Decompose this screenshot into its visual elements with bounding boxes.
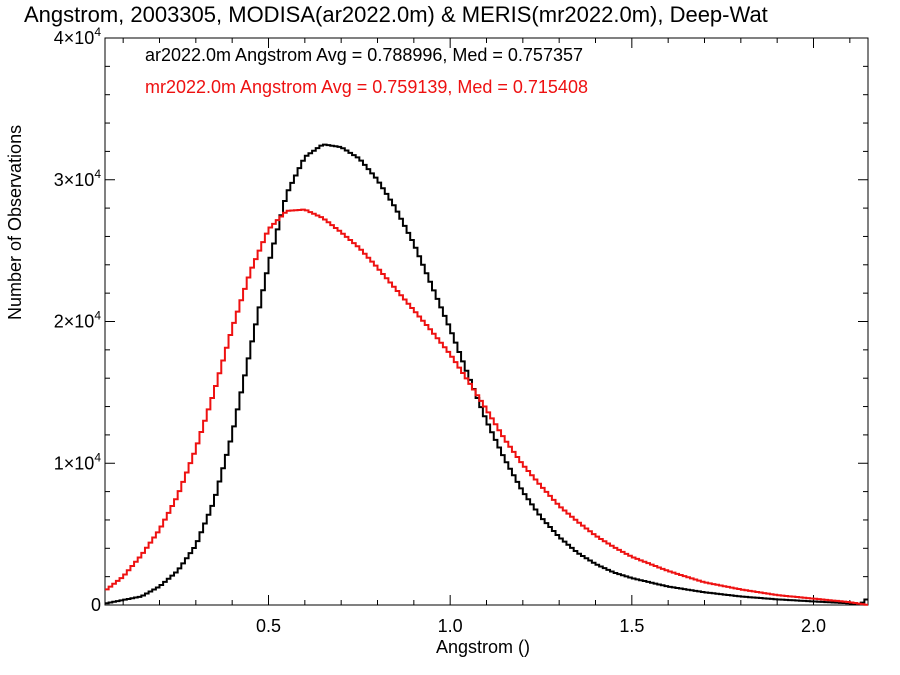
y-tick-label: 1×104	[54, 450, 102, 473]
y-tick-label: 0	[91, 595, 101, 615]
x-tick-label: 0.5	[256, 616, 281, 636]
y-tick-label: 4×104	[54, 25, 102, 48]
x-tick-label: 1.5	[619, 616, 644, 636]
series-line-1	[105, 143, 868, 606]
x-tick-label: 2.0	[801, 616, 826, 636]
x-tick-label: 1.0	[438, 616, 463, 636]
legend-entry-1: ar2022.0m Angstrom Avg = 0.788996, Med =…	[145, 45, 583, 65]
y-tick-label: 2×104	[54, 309, 102, 332]
chart-title: Angstrom, 2003305, MODISA(ar2022.0m) & M…	[24, 2, 768, 27]
series-line-2	[105, 208, 868, 606]
plot-frame	[104, 37, 869, 606]
x-axis-label: Angstrom ()	[436, 637, 531, 657]
y-tick-label: 3×104	[54, 167, 102, 190]
legend-entry-2: mr2022.0m Angstrom Avg = 0.759139, Med =…	[145, 77, 588, 97]
